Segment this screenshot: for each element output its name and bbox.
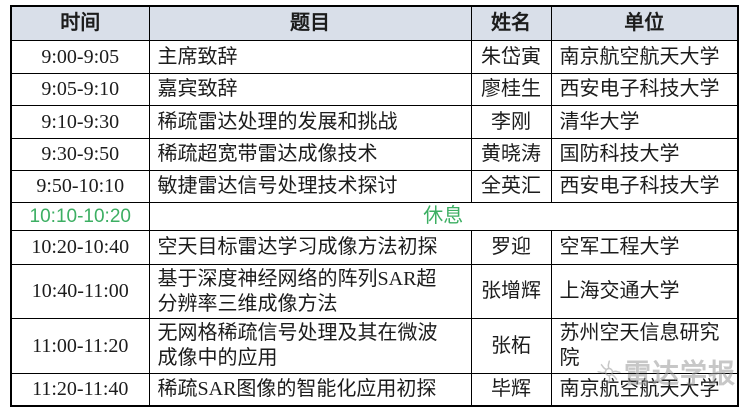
title-cell: 基于深度神经网络的阵列SAR超 分辨率三维成像方法	[148, 264, 472, 319]
name-cell: 李刚	[470, 105, 552, 139]
org-cell: 苏州空天信息研究 院	[550, 318, 739, 374]
org-cell: 上海交通大学	[550, 264, 739, 319]
schedule-table: 时间 题目 姓名 单位 9:00-9:05 主席致辞 朱岱寅 南京航空航天大学 …	[10, 5, 739, 407]
org-cell: 南京航空航天大学	[550, 373, 739, 406]
time-cell: 9:50-10:10	[10, 170, 150, 203]
break-time-cell: 10:10-10:20	[10, 202, 150, 231]
time-cell: 11:00-11:20	[10, 318, 150, 374]
col-header-name: 姓名	[470, 5, 552, 41]
table-row: 11:00-11:20 无网格稀疏信号处理及其在微波 成像中的应用 张柘 苏州空…	[10, 318, 739, 374]
name-cell: 廖桂生	[470, 73, 552, 106]
name-cell: 张增辉	[470, 264, 552, 319]
org-cell: 西安电子科技大学	[550, 73, 739, 106]
time-cell: 10:20-10:40	[10, 230, 150, 265]
name-cell: 张柘	[470, 318, 552, 374]
time-cell: 10:40-11:00	[10, 264, 150, 319]
title-cell: 稀疏超宽带雷达成像技术	[148, 138, 472, 171]
time-cell: 11:20-11:40	[10, 373, 150, 406]
time-cell: 9:30-9:50	[10, 138, 150, 171]
org-cell: 空军工程大学	[550, 230, 739, 265]
org-cell: 西安电子科技大学	[550, 170, 739, 203]
name-cell: 朱岱寅	[470, 40, 552, 74]
time-cell: 9:10-9:30	[10, 105, 150, 139]
table-row: 9:05-9:10 嘉宾致辞 廖桂生 西安电子科技大学	[10, 73, 739, 106]
break-row: 10:10-10:20 休息	[10, 202, 739, 231]
title-cell: 敏捷雷达信号处理技术探讨	[148, 170, 472, 203]
org-cell: 南京航空航天大学	[550, 40, 739, 74]
col-header-org: 单位	[550, 5, 739, 41]
title-cell: 稀疏SAR图像的智能化应用初探	[148, 373, 472, 406]
table-row: 9:00-9:05 主席致辞 朱岱寅 南京航空航天大学	[10, 40, 739, 74]
table-header: 时间 题目 姓名 单位	[10, 5, 739, 41]
break-label-cell: 休息	[148, 202, 739, 231]
title-cell: 空天目标雷达学习成像方法初探	[148, 230, 472, 265]
org-cell: 国防科技大学	[550, 138, 739, 171]
time-cell: 9:00-9:05	[10, 40, 150, 74]
title-cell: 稀疏雷达处理的发展和挑战	[148, 105, 472, 139]
table-row: 9:50-10:10 敏捷雷达信号处理技术探讨 全英汇 西安电子科技大学	[10, 170, 739, 203]
header-row: 时间 题目 姓名 单位	[10, 5, 739, 41]
table-row: 10:20-10:40 空天目标雷达学习成像方法初探 罗迎 空军工程大学	[10, 230, 739, 265]
table-row: 11:20-11:40 稀疏SAR图像的智能化应用初探 毕辉 南京航空航天大学	[10, 373, 739, 406]
name-cell: 毕辉	[470, 373, 552, 406]
title-cell: 嘉宾致辞	[148, 73, 472, 106]
col-header-time: 时间	[10, 5, 150, 41]
name-cell: 全英汇	[470, 170, 552, 203]
col-header-title: 题目	[148, 5, 472, 41]
name-cell: 罗迎	[470, 230, 552, 265]
time-cell: 9:05-9:10	[10, 73, 150, 106]
table-row: 9:30-9:50 稀疏超宽带雷达成像技术 黄晓涛 国防科技大学	[10, 138, 739, 171]
title-cell: 无网格稀疏信号处理及其在微波 成像中的应用	[148, 318, 472, 374]
table-row: 9:10-9:30 稀疏雷达处理的发展和挑战 李刚 清华大学	[10, 105, 739, 139]
name-cell: 黄晓涛	[470, 138, 552, 171]
table-row: 10:40-11:00 基于深度神经网络的阵列SAR超 分辨率三维成像方法 张增…	[10, 264, 739, 319]
title-cell: 主席致辞	[148, 40, 472, 74]
org-cell: 清华大学	[550, 105, 739, 139]
